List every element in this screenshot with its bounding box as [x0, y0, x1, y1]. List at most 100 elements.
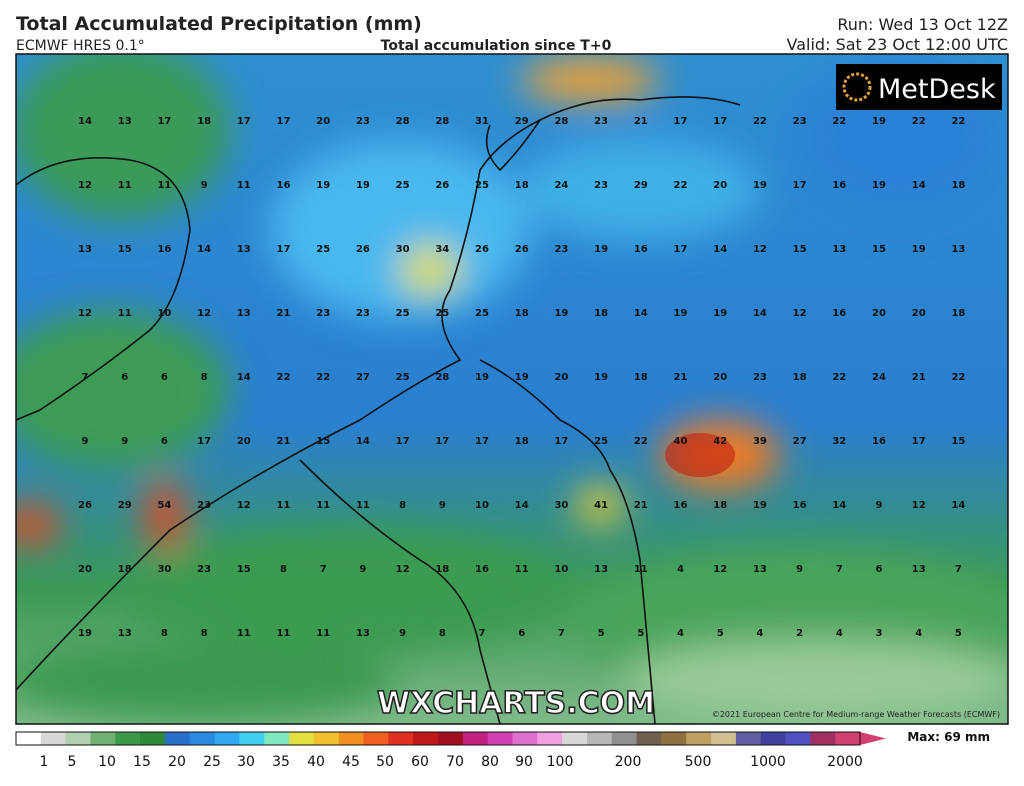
grid-value: 18: [118, 564, 132, 575]
grid-value: 13: [118, 628, 132, 639]
grid-value: 18: [951, 308, 965, 319]
valid: Valid: Sat 23 Oct 12:00 UTC: [787, 35, 1008, 54]
colorbar-label: 50: [376, 754, 394, 770]
grid-value: 25: [435, 308, 449, 319]
colorbar-swatch: [289, 732, 315, 745]
grid-value: 6: [121, 372, 128, 383]
grid-value: 28: [435, 372, 449, 383]
colorbar-swatch: [462, 732, 489, 745]
colorbar-swatch: [16, 732, 42, 745]
grid-value: 15: [872, 244, 886, 255]
grid-value: 15: [316, 436, 330, 447]
grid-value: 17: [554, 436, 568, 447]
grid-value: 14: [713, 244, 727, 255]
grid-value: 22: [674, 180, 688, 191]
grid-value: 12: [78, 308, 92, 319]
grid-value: 16: [872, 436, 886, 447]
colorbar-swatch: [65, 732, 91, 745]
grid-value: 34: [435, 244, 449, 255]
grid-value: 5: [637, 628, 644, 639]
grid-value: 22: [277, 372, 291, 383]
grid-value: 17: [396, 436, 410, 447]
grid-value: 12: [237, 500, 251, 511]
grid-value: 23: [594, 180, 608, 191]
grid-value: 19: [872, 180, 886, 191]
grid-value: 26: [435, 180, 449, 191]
grid-value: 13: [832, 244, 846, 255]
grid-value: 17: [277, 116, 291, 127]
grid-value: 19: [713, 308, 727, 319]
colorbar-swatch: [686, 732, 712, 745]
colorbar-label: 30: [237, 754, 255, 770]
grid-value: 17: [157, 116, 171, 127]
colorbar-swatch: [90, 732, 116, 745]
grid-value: 17: [435, 436, 449, 447]
grid-value: 28: [435, 116, 449, 127]
grid-value: 9: [399, 628, 406, 639]
colorbar-swatch: [140, 732, 166, 745]
grid-value: 25: [396, 372, 410, 383]
grid-value: 22: [832, 372, 846, 383]
colorbar-arrow: [860, 732, 886, 745]
grid-value: 41: [594, 500, 608, 511]
grid-value: 18: [594, 308, 608, 319]
grid-value: 15: [237, 564, 251, 575]
grid-value: 11: [237, 180, 251, 191]
grid-value: 20: [554, 372, 568, 383]
grid-value: 19: [594, 244, 608, 255]
grid-value: 19: [674, 308, 688, 319]
grid-value: 19: [515, 372, 529, 383]
grid-value: 11: [157, 180, 171, 191]
grid-value: 13: [951, 244, 965, 255]
grid-value: 12: [396, 564, 410, 575]
grid-value: 11: [316, 500, 330, 511]
copyright: ©2021 European Centre for Medium-range W…: [712, 710, 1000, 719]
model: ECMWF HRES 0.1°: [16, 38, 145, 54]
colorbar-swatch: [164, 732, 191, 745]
grid-value: 8: [280, 564, 287, 575]
grid-value: 21: [912, 372, 926, 383]
grid-value: 20: [912, 308, 926, 319]
colorbar-swatch: [338, 732, 365, 745]
grid-value: 7: [558, 628, 565, 639]
grid-value: 23: [356, 116, 370, 127]
colorbar-swatch: [636, 732, 662, 745]
grid-value: 24: [872, 372, 886, 383]
grid-value: 16: [157, 244, 171, 255]
grid-value: 19: [316, 180, 330, 191]
map-field: 14 13 17 18 17 17 20 23 28 28 31 29 28 23 21 17 17 22 23 22…: [16, 54, 1008, 724]
colorbar-label: 200: [615, 754, 642, 770]
grid-value: 25: [396, 308, 410, 319]
colorbar-swatch: [239, 732, 265, 745]
grid-value: 28: [554, 116, 568, 127]
grid-value: 14: [912, 180, 926, 191]
grid-value: 18: [951, 180, 965, 191]
grid-value: 20: [713, 372, 727, 383]
grid-value: 25: [316, 244, 330, 255]
colorbar-label: 80: [481, 754, 499, 770]
grid-value: 23: [197, 564, 211, 575]
grid-value: 12: [197, 308, 211, 319]
grid-value: 30: [157, 564, 171, 575]
colorbar-label: 500: [685, 754, 712, 770]
grid-value: 16: [475, 564, 489, 575]
colorbar-label: 10: [98, 754, 116, 770]
grid-value: 23: [753, 372, 767, 383]
grid-value: 17: [793, 180, 807, 191]
colorbar-swatch: [388, 732, 414, 745]
grid-value: 18: [713, 500, 727, 511]
grid-value: 19: [78, 628, 92, 639]
grid-value: 8: [439, 628, 446, 639]
grid-value: 11: [316, 628, 330, 639]
grid-value: 12: [78, 180, 92, 191]
subtitle: Total accumulation since T+0: [381, 38, 612, 54]
grid-value: 31: [475, 116, 489, 127]
grid-value: 27: [356, 372, 370, 383]
grid-value: 42: [713, 436, 727, 447]
grid-value: 25: [475, 180, 489, 191]
grid-value: 16: [674, 500, 688, 511]
colorbar-swatch: [661, 732, 687, 745]
grid-value: 21: [634, 500, 648, 511]
grid-value: 7: [479, 628, 486, 639]
